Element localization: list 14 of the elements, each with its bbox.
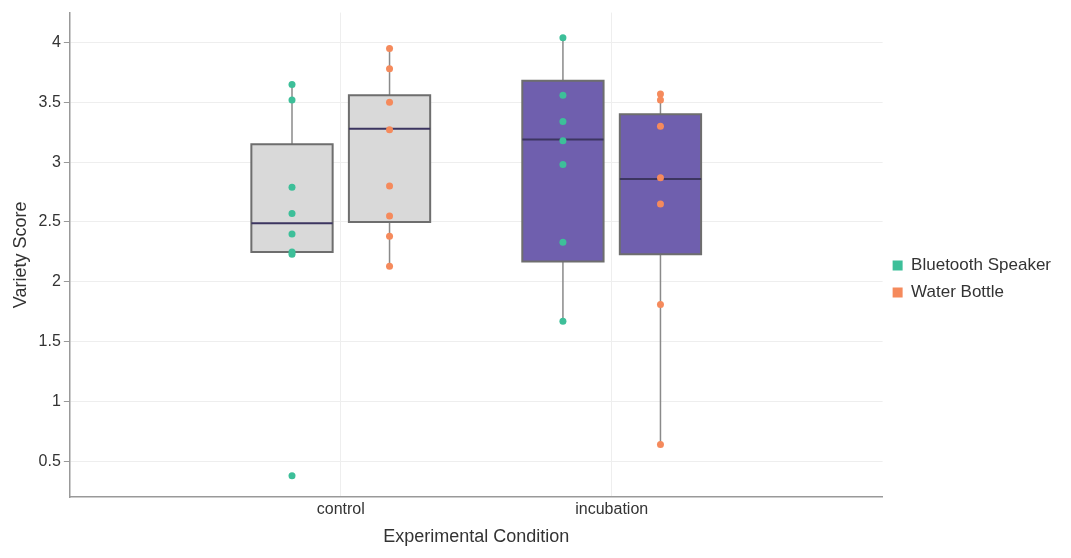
- y-tick-label: 1.5: [38, 332, 61, 350]
- y-tick-label: 3.5: [38, 92, 61, 110]
- y-tick-label: 2.5: [38, 212, 61, 230]
- x-tick-label: incubation: [575, 500, 649, 518]
- y-tick-label: 1: [51, 391, 61, 409]
- x-axis-title: Experimental Condition: [383, 526, 570, 547]
- y-tick-label: 3: [51, 152, 61, 170]
- y-tick-label: 2: [51, 272, 61, 290]
- legend-label: Water Bottle: [911, 282, 1005, 302]
- y-axis-title: Variety Score: [9, 201, 30, 309]
- y-tick-label: 4: [51, 32, 61, 50]
- legend-label: Bluetooth Speaker: [911, 255, 1052, 275]
- x-tick-label: control: [316, 500, 365, 518]
- y-tick-label: 0.5: [38, 451, 61, 469]
